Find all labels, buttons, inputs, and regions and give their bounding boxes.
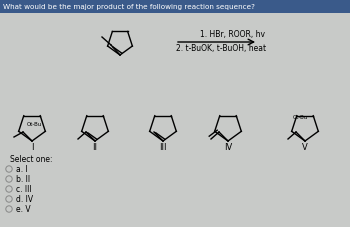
Text: c. III: c. III [16,185,32,193]
Text: I: I [31,143,33,153]
Text: IV: IV [224,143,232,153]
Text: e. V: e. V [16,205,31,214]
FancyBboxPatch shape [0,0,350,13]
Text: a. I: a. I [16,165,28,173]
Text: Select one:: Select one: [10,155,52,163]
Text: d. IV: d. IV [16,195,33,203]
Text: Ot-Bu: Ot-Bu [26,122,42,127]
Text: Ot-Bu: Ot-Bu [292,115,308,120]
Text: What would be the major product of the following reaction sequence?: What would be the major product of the f… [3,4,255,10]
Text: 2. t-BuOK, t-BuOH, heat: 2. t-BuOK, t-BuOH, heat [176,44,266,52]
Text: b. II: b. II [16,175,30,183]
Text: V: V [302,143,308,153]
Text: III: III [159,143,167,153]
Text: 1. HBr, ROOR, hv: 1. HBr, ROOR, hv [200,30,265,39]
Text: II: II [92,143,98,153]
